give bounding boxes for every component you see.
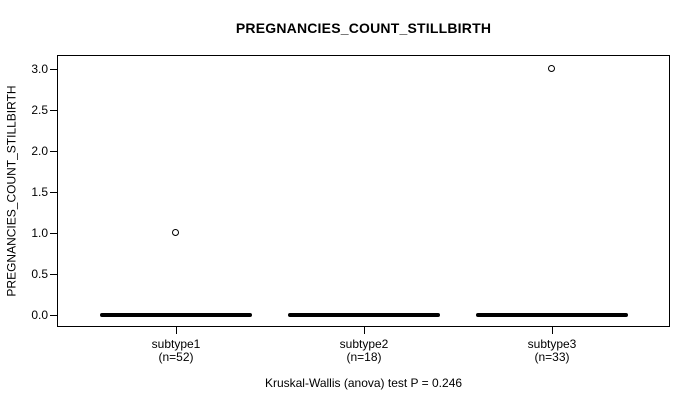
boxplot-median-line bbox=[288, 313, 440, 317]
y-tick-label: 0.0 bbox=[31, 308, 48, 322]
y-tick-mark bbox=[50, 233, 57, 234]
boxplot-median-line bbox=[476, 313, 628, 317]
y-tick-label: 3.0 bbox=[31, 62, 48, 76]
y-tick-mark bbox=[50, 110, 57, 111]
y-tick-label: 2.5 bbox=[31, 103, 48, 117]
x-tick-mark bbox=[176, 327, 177, 334]
group-label: subtype2 bbox=[339, 337, 389, 351]
y-tick-mark bbox=[50, 274, 57, 275]
y-tick-mark bbox=[50, 315, 57, 316]
group-label-block: subtype3 (n=33) bbox=[482, 338, 622, 364]
y-tick-label: 2.0 bbox=[31, 144, 48, 158]
x-tick-mark bbox=[364, 327, 365, 334]
group-n-label: (n=18) bbox=[346, 350, 382, 364]
group-label: subtype3 bbox=[527, 337, 577, 351]
y-tick-label: 1.5 bbox=[31, 185, 48, 199]
outlier-point bbox=[172, 229, 179, 236]
y-tick-mark bbox=[50, 192, 57, 193]
chart-title: PREGNANCIES_COUNT_STILLBIRTH bbox=[235, 20, 492, 36]
group-n-label: (n=33) bbox=[534, 350, 570, 364]
y-tick-mark bbox=[50, 69, 57, 70]
plot-area bbox=[57, 55, 670, 327]
group-label-block: subtype1 (n=52) bbox=[106, 338, 246, 364]
x-tick-mark bbox=[552, 327, 553, 334]
y-tick-label: 0.5 bbox=[31, 267, 48, 281]
stat-test-caption: Kruskal-Wallis (anova) test P = 0.246 bbox=[264, 376, 463, 390]
group-n-label: (n=52) bbox=[158, 350, 194, 364]
y-tick-mark bbox=[50, 151, 57, 152]
group-label-block: subtype2 (n=18) bbox=[294, 338, 434, 364]
y-tick-label: 1.0 bbox=[31, 226, 48, 240]
boxplot-median-line bbox=[100, 313, 252, 317]
group-label: subtype1 bbox=[151, 337, 201, 351]
outlier-point bbox=[548, 65, 555, 72]
